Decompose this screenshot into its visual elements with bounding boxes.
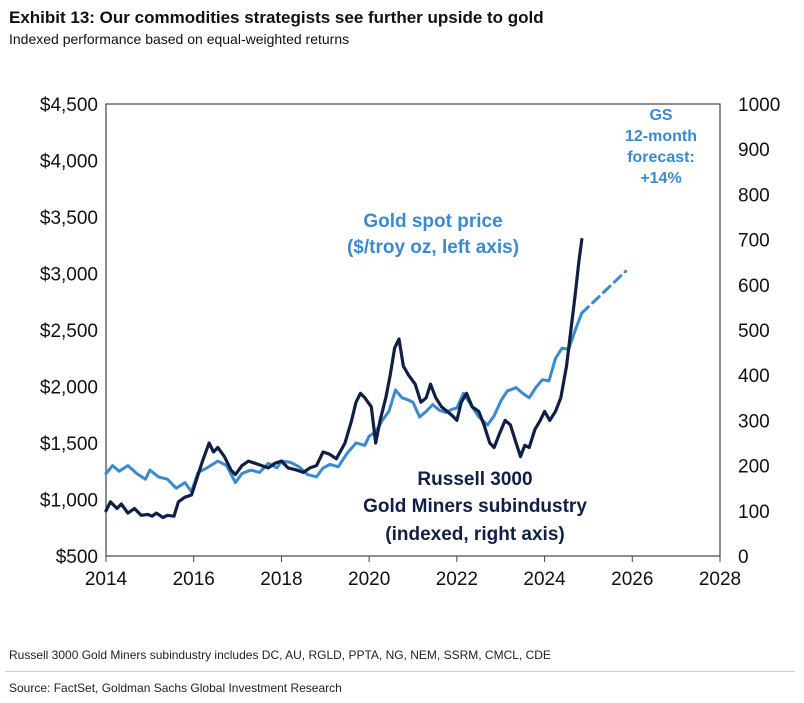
miners-series-label-line2: Gold Miners subindustry xyxy=(363,496,587,517)
left-axis-tick-label: $2,500 xyxy=(40,321,98,342)
right-axis-tick-label: 300 xyxy=(738,411,770,432)
left-axis-tick-label: $2,000 xyxy=(40,378,98,399)
gold-series-label-line2: ($/troy oz, left axis) xyxy=(347,237,519,258)
x-axis-tick-label: 2016 xyxy=(173,569,215,590)
right-axis-tick-label: 800 xyxy=(738,185,770,206)
gold-miners-line xyxy=(104,238,584,520)
exhibit-title: Exhibit 13: Our commodities strategists … xyxy=(9,8,544,27)
right-axis-tick-label: 0 xyxy=(738,547,749,568)
right-axis-tick-label: 100 xyxy=(738,502,770,523)
gold-price-line xyxy=(104,311,584,494)
x-axis-tick-label: 2014 xyxy=(85,569,128,590)
series-layer xyxy=(104,238,628,520)
forecast-label-line2: 12-month xyxy=(625,128,697,145)
x-axis-tick-label: 2020 xyxy=(348,569,390,590)
left-axis-tick-label: $1,000 xyxy=(40,491,98,512)
left-axis-tick-label: $4,500 xyxy=(40,95,98,116)
plot-frame xyxy=(105,103,721,557)
right-axis-tick-label: 700 xyxy=(738,231,770,252)
left-axis: $4,500 $4,000 $3,500 $3,000 $2,500 $2,000 $1,5… xyxy=(40,95,98,568)
left-axis-tick-label: $3,000 xyxy=(40,265,98,286)
right-axis-tick-label: 900 xyxy=(738,140,770,161)
x-axis-tick-label: 2024 xyxy=(523,569,566,590)
right-axis-tick-label: 500 xyxy=(738,321,770,342)
right-axis-tick-label: 600 xyxy=(738,276,770,297)
miners-series-label-line3: (indexed, right axis) xyxy=(385,524,564,545)
gold-series-label-line1: Gold spot price xyxy=(363,211,502,232)
footnote-divider xyxy=(5,671,795,672)
x-axis-tick-label: 2028 xyxy=(699,569,741,590)
forecast-dashed-line xyxy=(580,269,628,315)
forecast-label-line3: forecast: xyxy=(627,149,695,166)
x-axis-tick-label: 2022 xyxy=(436,569,478,590)
x-axis-tick-label: 2018 xyxy=(260,569,302,590)
right-axis-tick-label: 1000 xyxy=(738,95,780,116)
source-note: Source: FactSet, Goldman Sachs Global In… xyxy=(9,681,342,695)
forecast-label-line1: GS xyxy=(649,107,672,124)
right-axis-tick-label: 400 xyxy=(738,366,770,387)
exhibit-subtitle: Indexed performance based on equal-weigh… xyxy=(9,31,350,47)
right-axis-tick-label: 200 xyxy=(738,457,770,478)
left-axis-tick-label: $4,000 xyxy=(40,152,98,173)
forecast-label-line4: +14% xyxy=(640,170,681,187)
miners-series-label-line1: Russell 3000 xyxy=(417,469,532,490)
left-axis-tick-label: $500 xyxy=(56,547,98,568)
footnote: Russell 3000 Gold Miners subindustry inc… xyxy=(9,648,551,662)
x-axis: 2014 2016 2018 2020 2022 2024 2026 2028 xyxy=(85,556,741,590)
x-axis-tick-label: 2026 xyxy=(611,569,653,590)
left-axis-tick-label: $3,500 xyxy=(40,208,98,229)
left-axis-tick-label: $1,500 xyxy=(40,434,98,455)
